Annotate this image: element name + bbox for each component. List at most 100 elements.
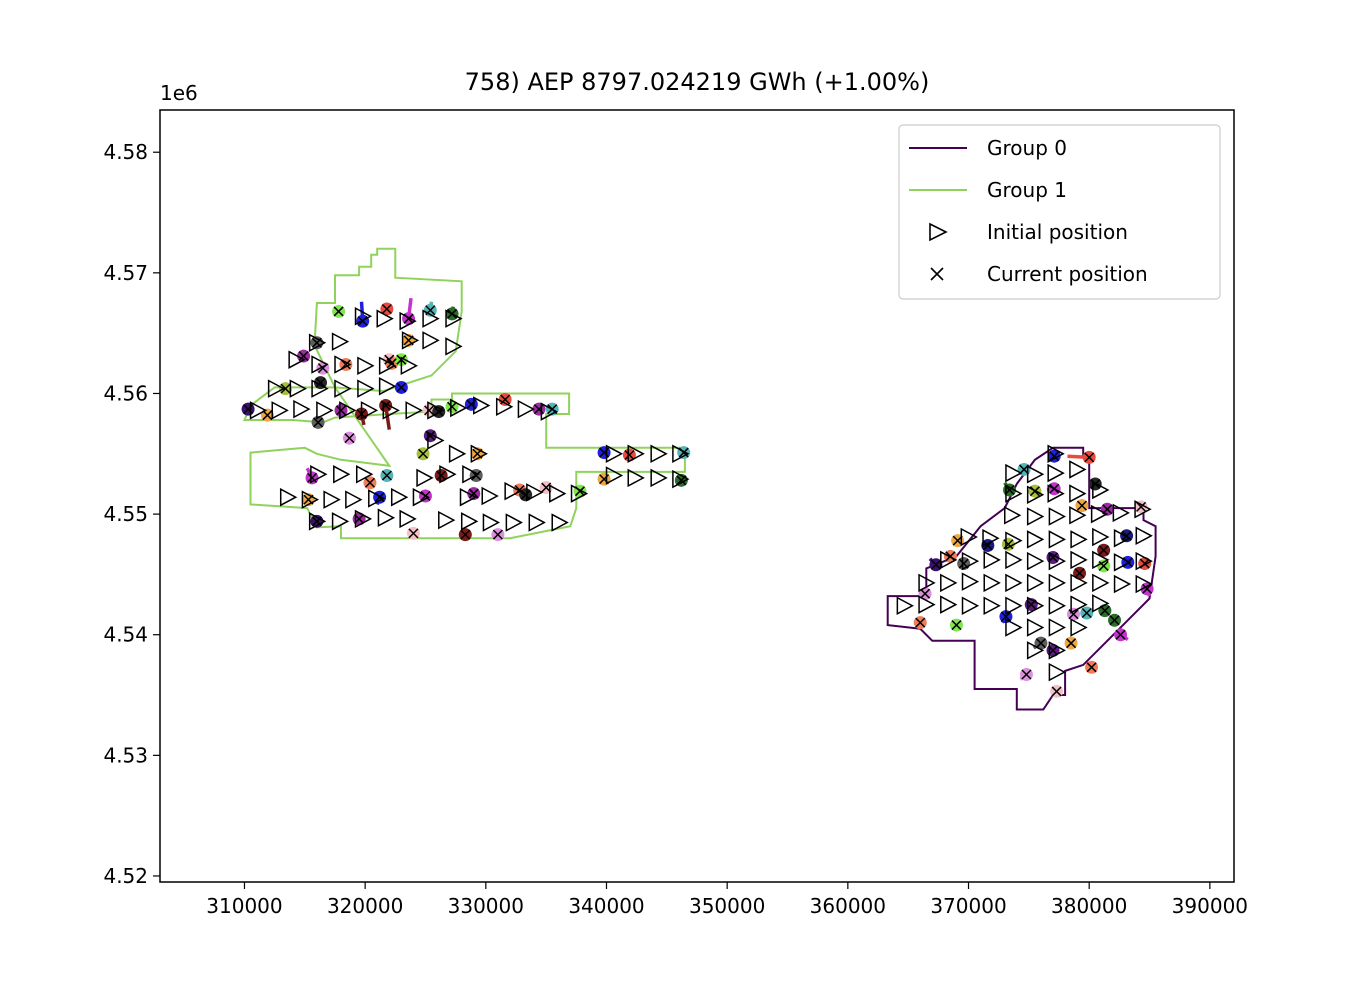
initial-position-37 <box>448 444 467 464</box>
initial-position-19 <box>334 379 352 398</box>
current-position-14-4 <box>1098 560 1109 571</box>
initial-position-117 <box>1005 573 1023 593</box>
initial-position-24 <box>293 399 311 419</box>
current-position-2-1 <box>396 382 407 393</box>
current-position-4-0 <box>425 305 436 316</box>
y-tick-label-3: 4.55 <box>103 502 148 526</box>
current-position-11-6 <box>1086 662 1097 673</box>
initial-position-88 <box>1026 507 1045 526</box>
initial-position-16 <box>267 379 286 398</box>
y-axis-offset-text: 1e6 <box>160 81 198 105</box>
current-position-9-2 <box>533 404 544 415</box>
current-position-2-3 <box>599 447 610 458</box>
current-position-14-5 <box>951 620 962 631</box>
current-position-15-1 <box>433 406 444 417</box>
current-position-12-1 <box>344 433 355 444</box>
initial-position-133 <box>1092 594 1110 613</box>
y-tick-label-4: 4.56 <box>103 381 148 405</box>
initial-position-125 <box>918 595 936 614</box>
initial-position-56 <box>345 490 363 509</box>
initial-position-62 <box>504 481 522 501</box>
initial-position-59 <box>412 487 431 507</box>
current-position-2-7 <box>1000 611 1011 622</box>
initial-position-55 <box>323 490 341 509</box>
initial-position-121 <box>1092 573 1110 593</box>
initial-position-69 <box>377 508 396 527</box>
initial-position-109 <box>1070 550 1088 570</box>
current-position-9-5 <box>1102 504 1113 515</box>
initial-position-60 <box>459 487 478 507</box>
current-position-7-1 <box>418 448 429 459</box>
current-position-3-1 <box>307 472 318 483</box>
current-position-9-4 <box>354 513 365 524</box>
current-position-11-3 <box>514 484 525 495</box>
initial-position-43 <box>605 466 624 485</box>
initial-position-50 <box>416 468 434 488</box>
initial-position-58 <box>390 487 409 507</box>
initial-position-66 <box>308 512 327 531</box>
initial-position-34 <box>517 399 536 419</box>
current-position-5-2 <box>1004 484 1015 495</box>
x-tick-label-4: 350000 <box>689 894 765 918</box>
initial-position-85 <box>1069 484 1087 503</box>
initial-position-124 <box>896 596 914 616</box>
initial-position-115 <box>961 572 980 591</box>
current-position-3-2 <box>420 490 431 502</box>
current-position-7-2 <box>1029 486 1040 497</box>
initial-position-104 <box>961 551 980 571</box>
current-position-4-3 <box>381 470 392 481</box>
current-position-3-5 <box>1115 629 1126 640</box>
initial-position-75 <box>528 513 546 532</box>
initial-position-135 <box>1026 618 1045 637</box>
initial-position-107 <box>1026 551 1045 571</box>
initial-position-136 <box>1048 618 1066 637</box>
current-position-0-0 <box>243 404 254 415</box>
initial-position-63 <box>526 483 544 502</box>
current-position-12-5 <box>1068 609 1079 620</box>
current-position-14-0 <box>333 306 344 317</box>
current-position-17-1 <box>982 540 993 551</box>
current-position-6-4 <box>1035 638 1046 649</box>
legend-label-2: Initial position <box>987 220 1128 244</box>
initial-position-137 <box>1070 618 1088 637</box>
initial-position-23 <box>271 401 289 420</box>
initial-position-70 <box>399 509 417 529</box>
current-position-8-3 <box>599 474 610 485</box>
initial-position-7 <box>401 331 420 350</box>
current-position-0-1 <box>311 516 322 527</box>
initial-position-45 <box>650 468 668 488</box>
initial-position-134 <box>1005 618 1023 637</box>
current-position-13-4 <box>1098 545 1109 556</box>
current-position-13-2 <box>460 529 471 540</box>
x-tick-label-6: 370000 <box>930 894 1006 918</box>
initial-position-122 <box>1113 574 1132 594</box>
initial-position-86 <box>1092 480 1110 500</box>
initial-position-17 <box>289 379 307 398</box>
current-position-7-3 <box>1003 539 1014 550</box>
current-position-1-1 <box>500 394 511 405</box>
current-position-8-4 <box>303 494 314 505</box>
axes-frame <box>159 109 1235 883</box>
legend-label-0: Group 0 <box>987 136 1067 160</box>
initial-position-126 <box>940 595 958 614</box>
initial-position-29 <box>405 401 423 420</box>
x-tick-label-2: 330000 <box>448 894 524 918</box>
current-position-17-0 <box>1121 530 1132 541</box>
initial-position-3 <box>422 309 440 328</box>
initial-position-110 <box>1092 550 1110 570</box>
initial-position-47 <box>310 465 328 484</box>
initial-position-119 <box>1048 573 1066 593</box>
initial-position-39 <box>605 444 624 464</box>
legend-label-1: Group 1 <box>987 178 1067 202</box>
current-position-2-4 <box>374 492 385 503</box>
current-position-14-1 <box>396 354 407 365</box>
initial-position-76 <box>551 513 569 532</box>
current-position-7-0 <box>280 383 291 394</box>
current-position-1-2 <box>624 449 635 461</box>
current-position-11-4 <box>945 551 956 562</box>
current-position-14-3 <box>574 486 585 497</box>
initial-position-79 <box>1026 465 1045 484</box>
initial-position-140 <box>1048 662 1066 682</box>
current-position-4-1 <box>547 404 558 415</box>
